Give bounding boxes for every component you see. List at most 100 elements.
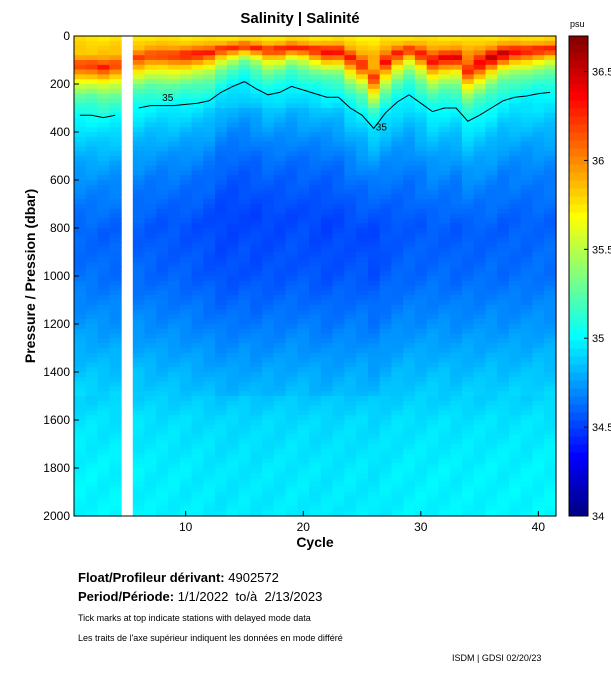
heatmap-cell [379,338,393,344]
heatmap-cell [250,213,263,219]
heatmap-cell [262,444,275,450]
colorbar-segment [569,140,588,149]
heatmap-cell [144,290,157,296]
heatmap-cell [367,333,381,339]
heatmap-cell [215,434,228,440]
heatmap-cell [168,405,181,411]
heatmap-cell [203,88,216,95]
heatmap-cell [426,40,440,47]
heatmap-cell [273,112,287,119]
heatmap-cell [544,79,557,85]
heatmap-cell [426,444,440,450]
heatmap-cell [297,434,310,440]
heatmap-cell [97,88,110,95]
heatmap-cell [485,199,498,205]
heatmap-cell [191,84,204,90]
heatmap-cell [109,232,122,239]
heatmap-cell [85,252,99,258]
heatmap-cell [144,204,157,210]
heatmap-cell [403,381,416,387]
heatmap-cell [74,362,87,368]
heatmap-cell [156,146,169,152]
heatmap-cell [203,271,216,277]
heatmap-cell [297,362,310,368]
heatmap-cell [297,324,310,330]
heatmap-cell [273,98,287,104]
heatmap-cell [191,194,204,200]
heatmap-cell [391,439,404,445]
heatmap-cell [309,165,322,171]
heatmap-cell [191,256,204,263]
heatmap-cell [250,444,263,450]
heatmap-cell [509,328,522,335]
heatmap-cell [85,386,99,392]
heatmap-cell [473,348,487,354]
heatmap-cell [179,376,193,383]
heatmap-cell [226,256,240,263]
heatmap-cell [132,424,146,431]
heatmap-cell [285,108,298,114]
heatmap-cell [544,439,557,445]
heatmap-cell [485,280,498,287]
heatmap-cell [414,50,428,56]
heatmap-cell [156,247,169,253]
heatmap-cell [367,112,381,119]
heatmap-cell [179,338,193,344]
heatmap-cell [156,122,169,128]
heatmap-cell [262,223,275,229]
heatmap-cell [250,439,263,445]
heatmap-cell [109,271,122,277]
heatmap-cell [438,218,451,224]
heatmap-cell [520,410,534,416]
heatmap-cell [191,199,204,205]
heatmap-cell [203,448,216,455]
heatmap-cell [497,141,510,147]
heatmap-cell [168,439,181,445]
heatmap-cell [473,448,487,455]
heatmap-cell [144,74,157,80]
heatmap-cell [320,194,334,200]
heatmap-cell [156,194,169,200]
heatmap-cell [144,180,157,186]
heatmap-cell [132,64,146,71]
heatmap-cell [156,266,169,272]
heatmap-cell [168,280,181,287]
heatmap-cell [262,242,275,248]
heatmap-cell [520,156,534,162]
heatmap-cell [520,434,534,440]
heatmap-cell [426,319,440,325]
heatmap-cell [85,348,99,354]
heatmap-cell [262,160,275,167]
heatmap-cell [297,444,310,450]
heatmap-cell [426,424,440,431]
heatmap-cell [250,141,263,147]
heatmap-cell [285,88,298,95]
heatmap-cell [497,506,510,512]
heatmap-cell [309,304,322,311]
heatmap-cell [426,50,440,56]
heatmap-cell [391,511,404,517]
heatmap-cell [544,218,557,224]
heatmap-cell [285,352,298,359]
heatmap-cell [238,420,251,426]
heatmap-cell [509,36,522,42]
heatmap-cell [156,208,169,215]
heatmap-cell [403,98,416,104]
heatmap-cell [156,295,169,301]
heatmap-cell [144,448,157,455]
heatmap-cell [297,314,310,320]
heatmap-cell [97,496,110,503]
heatmap-cell [532,117,545,123]
heatmap-cell [97,252,110,258]
heatmap-cell [250,496,263,503]
heatmap-cell [262,232,275,239]
heatmap-cell [85,434,99,440]
heatmap-cell [168,333,181,339]
heatmap-cell [262,146,275,152]
heatmap-cell [532,165,545,171]
heatmap-cell [344,496,357,503]
heatmap-cell [109,247,122,253]
heatmap-cell [203,285,216,291]
heatmap-cell [320,506,334,512]
heatmap-cell [426,501,440,507]
